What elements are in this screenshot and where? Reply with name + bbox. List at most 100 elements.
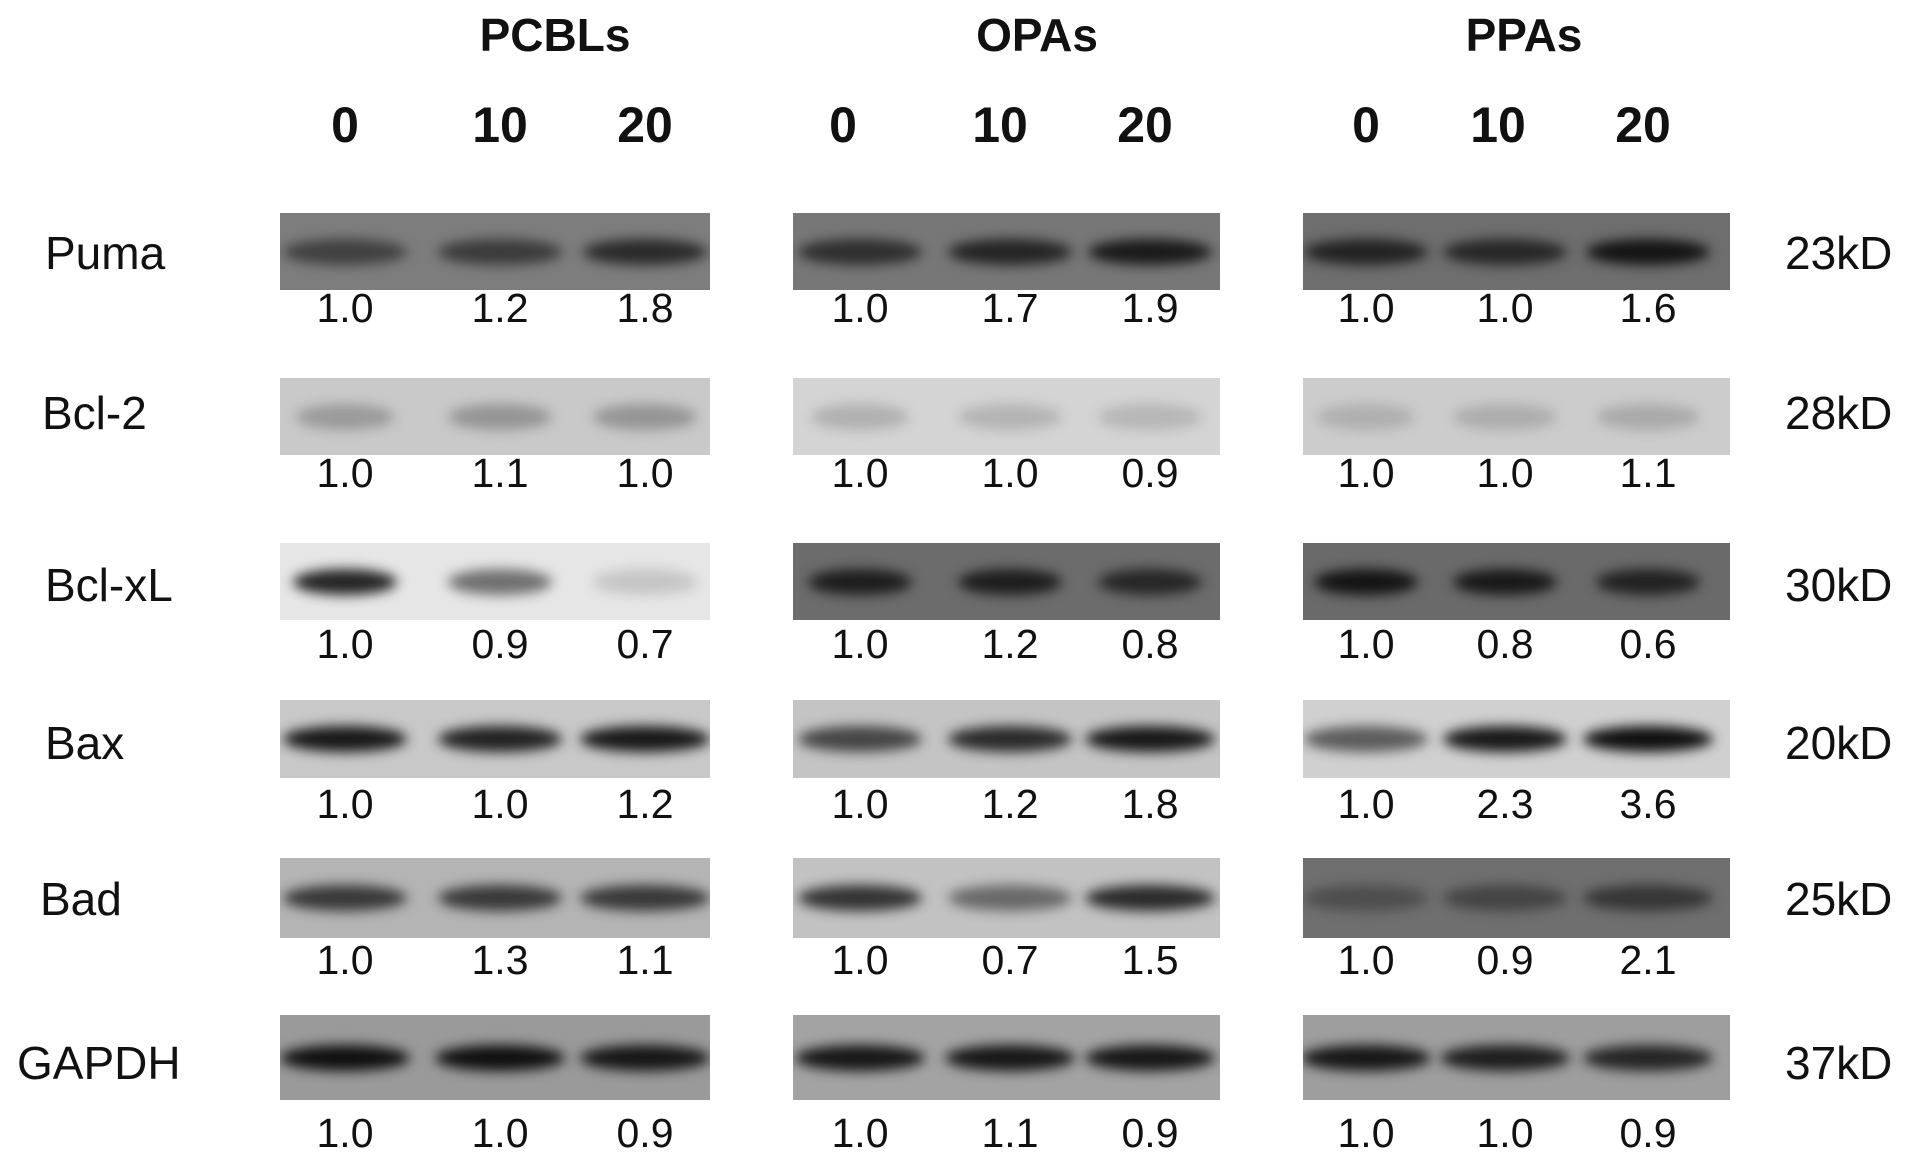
dose-label: 0 <box>829 97 857 153</box>
band-ratio-value: 0.9 <box>1619 1110 1677 1156</box>
protein-band <box>580 1044 710 1071</box>
protein-band <box>583 238 707 265</box>
band-ratio-value: 1.0 <box>831 937 889 983</box>
band-ratio-value: 1.1 <box>1619 450 1677 496</box>
protein-band <box>958 403 1062 430</box>
protein-band <box>1098 568 1202 595</box>
band-ratio-value: 1.1 <box>471 450 529 496</box>
protein-band <box>1085 726 1215 752</box>
protein-band <box>798 238 922 265</box>
band-ratio-value: 1.0 <box>316 937 374 983</box>
band-ratio-value: 1.2 <box>981 621 1039 667</box>
protein-label-bcl-xl: Bcl-xL <box>45 559 173 611</box>
band-ratio-value: 0.6 <box>1619 621 1677 667</box>
blot-strip <box>280 858 710 938</box>
band-ratio-value: 1.0 <box>1337 285 1395 331</box>
blot-strip <box>1303 213 1730 290</box>
blot-strip <box>280 213 710 290</box>
band-ratio-value: 0.9 <box>1121 450 1179 496</box>
molecular-weight-label: 28kD <box>1785 387 1893 439</box>
band-ratio-value: 1.2 <box>616 781 674 827</box>
protein-band <box>435 1044 565 1071</box>
band-ratio-value: 1.1 <box>616 937 674 983</box>
band-ratio-value: 1.0 <box>1337 621 1395 667</box>
protein-band <box>280 1044 410 1071</box>
molecular-weight-label: 37kD <box>1785 1037 1893 1089</box>
protein-band <box>1085 1044 1215 1071</box>
band-ratio-value: 3.6 <box>1619 781 1677 827</box>
protein-band <box>1304 238 1428 265</box>
band-ratio-value: 1.0 <box>1337 1110 1395 1156</box>
protein-band <box>948 726 1072 752</box>
protein-band <box>1583 885 1713 911</box>
protein-label-gapdh: GAPDH <box>17 1037 181 1089</box>
dose-label: 20 <box>1117 97 1173 153</box>
protein-band <box>1583 726 1713 752</box>
band-ratio-value: 2.1 <box>1619 937 1677 983</box>
band-ratio-value: 1.0 <box>316 1110 374 1156</box>
band-ratio-value: 1.0 <box>831 781 889 827</box>
protein-band <box>1304 885 1428 911</box>
protein-band <box>1304 726 1428 752</box>
band-ratio-value: 0.9 <box>471 621 529 667</box>
protein-band <box>795 1044 925 1071</box>
protein-band <box>1443 238 1567 265</box>
dose-label: 20 <box>617 97 673 153</box>
protein-band <box>798 726 922 752</box>
protein-band <box>448 403 552 430</box>
protein-band <box>296 403 394 430</box>
band-ratio-value: 1.7 <box>981 285 1039 331</box>
blot-strip <box>1303 1015 1730 1100</box>
group-title-ppas: PPAs <box>1465 9 1583 61</box>
molecular-weight-label: 30kD <box>1785 559 1893 611</box>
blot-strip <box>793 1015 1220 1100</box>
blot-strip <box>793 858 1220 938</box>
protein-label-bax: Bax <box>45 717 125 769</box>
band-ratio-value: 1.0 <box>1476 285 1534 331</box>
protein-band <box>283 726 407 752</box>
band-ratio-value: 1.0 <box>831 1110 889 1156</box>
band-ratio-value: 1.9 <box>1121 285 1179 331</box>
blot-strip <box>1303 700 1730 778</box>
band-ratio-value: 1.0 <box>1337 937 1395 983</box>
protein-band <box>1098 403 1202 430</box>
band-ratio-value: 1.1 <box>981 1110 1039 1156</box>
protein-band <box>1314 568 1418 595</box>
band-ratio-value: 1.0 <box>1476 1110 1534 1156</box>
blot-strip <box>793 213 1220 290</box>
band-ratio-value: 1.0 <box>1337 781 1395 827</box>
protein-band <box>1088 238 1212 265</box>
dose-label: 10 <box>1470 97 1526 153</box>
protein-band <box>580 726 710 752</box>
protein-band <box>811 403 909 430</box>
band-ratio-value: 1.8 <box>616 285 674 331</box>
protein-band <box>438 885 562 911</box>
band-ratio-value: 1.0 <box>316 781 374 827</box>
protein-band <box>1453 403 1557 430</box>
protein-band <box>283 238 407 265</box>
protein-band <box>1443 726 1567 752</box>
protein-band <box>580 885 710 911</box>
band-ratio-value: 0.9 <box>1476 937 1534 983</box>
molecular-weight-label: 20kD <box>1785 717 1893 769</box>
blot-strip <box>280 700 710 778</box>
protein-band <box>1303 1044 1431 1071</box>
band-ratio-value: 0.8 <box>1476 621 1534 667</box>
band-ratio-value: 1.8 <box>1121 781 1179 827</box>
protein-label-bcl-2: Bcl-2 <box>42 387 147 439</box>
blot-strip <box>793 543 1220 620</box>
band-ratio-value: 1.0 <box>831 450 889 496</box>
band-ratio-value: 1.2 <box>471 285 529 331</box>
protein-band <box>448 568 552 595</box>
dose-label: 0 <box>331 97 359 153</box>
dose-label: 0 <box>1352 97 1380 153</box>
protein-band <box>593 403 697 430</box>
band-ratio-value: 1.0 <box>316 285 374 331</box>
blot-strip <box>793 700 1220 778</box>
protein-band <box>593 568 697 595</box>
protein-band <box>293 568 397 595</box>
band-ratio-value: 1.0 <box>831 285 889 331</box>
protein-band <box>438 726 562 752</box>
group-title-opas: OPAs <box>976 9 1098 61</box>
band-ratio-value: 1.0 <box>616 450 674 496</box>
